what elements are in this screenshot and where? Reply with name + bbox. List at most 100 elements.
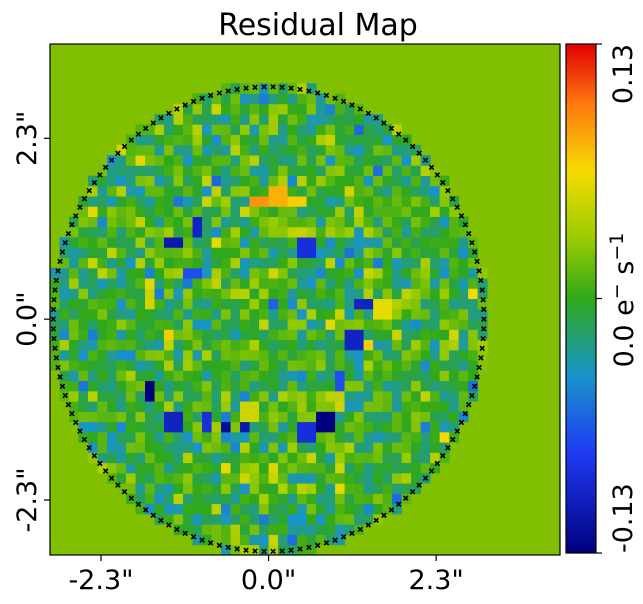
residual-cell xyxy=(297,390,307,402)
mask-marker xyxy=(306,544,312,551)
residual-cell xyxy=(249,298,260,310)
residual-cell xyxy=(392,165,403,176)
residual-cell xyxy=(439,308,450,320)
residual-cell xyxy=(392,329,403,341)
mask-marker xyxy=(270,84,276,90)
residual-cell xyxy=(287,114,298,125)
residual-cell xyxy=(354,319,364,330)
residual-cell xyxy=(145,431,155,443)
residual-cell xyxy=(230,124,241,135)
residual-cell xyxy=(173,380,184,392)
residual-cell xyxy=(240,288,250,300)
residual-cell xyxy=(221,93,231,105)
residual-cell xyxy=(173,411,184,423)
residual-cell xyxy=(154,431,165,443)
residual-cell xyxy=(316,329,326,341)
residual-cell xyxy=(221,206,231,218)
residual-cell xyxy=(107,226,117,238)
residual-cell xyxy=(430,329,441,341)
residual-cell xyxy=(411,165,422,176)
residual-cell xyxy=(154,267,165,279)
residual-cell xyxy=(126,360,136,371)
residual-cell xyxy=(278,298,288,310)
residual-cell xyxy=(316,390,326,402)
residual-cell xyxy=(316,298,326,310)
mask-marker xyxy=(279,548,285,554)
mask-marker xyxy=(91,452,98,459)
residual-cell xyxy=(202,308,212,320)
residual-cell xyxy=(287,483,298,494)
residual-cell xyxy=(354,349,364,361)
residual-cell xyxy=(211,329,222,341)
residual-cell xyxy=(230,370,241,382)
residual-cell xyxy=(183,103,193,115)
residual-cell xyxy=(477,339,488,351)
residual-cell xyxy=(392,360,403,371)
residual-cell xyxy=(202,431,212,443)
residual-cell xyxy=(297,380,307,392)
residual-cell xyxy=(401,472,412,484)
residual-cell xyxy=(259,380,269,392)
residual-cell xyxy=(335,319,345,330)
residual-cell xyxy=(278,349,288,361)
residual-cell xyxy=(173,134,184,146)
residual-cell xyxy=(107,431,117,443)
residual-cell xyxy=(420,226,431,238)
residual-cell xyxy=(116,462,127,474)
residual-cell xyxy=(382,380,393,392)
residual-cell xyxy=(173,339,184,351)
residual-cell xyxy=(335,401,345,412)
plot-area xyxy=(50,44,560,555)
residual-cell xyxy=(344,114,355,125)
residual-cell xyxy=(116,401,127,412)
residual-cell xyxy=(354,134,364,146)
mask-marker xyxy=(449,436,456,443)
residual-cell xyxy=(401,339,412,351)
residual-cell xyxy=(221,380,231,392)
residual-cell xyxy=(154,155,165,166)
residual-cell xyxy=(344,134,355,146)
residual-cell xyxy=(50,267,60,279)
residual-cell xyxy=(164,247,174,259)
residual-cell xyxy=(173,513,184,525)
residual-cell xyxy=(306,431,317,443)
residual-cell xyxy=(88,247,98,259)
residual-cell xyxy=(145,411,155,423)
residual-cell xyxy=(335,155,345,166)
residual-cell xyxy=(306,503,317,515)
residual-cell xyxy=(221,165,231,176)
residual-cell xyxy=(154,144,165,156)
residual-cell xyxy=(382,329,393,341)
residual-cell xyxy=(259,401,269,412)
residual-cell xyxy=(354,247,364,259)
residual-cell xyxy=(354,401,364,412)
residual-cell xyxy=(202,380,212,392)
residual-cell xyxy=(249,134,260,146)
mask-marker xyxy=(270,548,276,555)
residual-cell xyxy=(278,216,288,228)
mask-marker xyxy=(462,410,469,417)
residual-cell xyxy=(449,206,460,218)
residual-cell xyxy=(230,503,241,515)
residual-cell xyxy=(88,411,98,423)
residual-cell xyxy=(59,288,70,300)
residual-cell xyxy=(126,257,136,269)
residual-cell xyxy=(439,247,450,259)
residual-cell xyxy=(164,226,174,238)
residual-cell xyxy=(344,493,355,505)
residual-cell xyxy=(268,411,279,423)
residual-cell xyxy=(325,452,336,464)
residual-cell xyxy=(249,442,260,453)
mask-marker xyxy=(86,444,93,451)
residual-cell xyxy=(287,401,298,412)
residual-cell xyxy=(78,411,89,423)
residual-cell xyxy=(268,442,279,453)
residual-cell xyxy=(154,319,165,330)
residual-cell xyxy=(78,237,89,248)
residual-cell xyxy=(202,278,212,289)
residual-cell xyxy=(211,380,222,392)
residual-cell xyxy=(211,462,222,474)
residual-cell xyxy=(411,380,422,392)
residual-cell xyxy=(126,165,136,176)
residual-cell xyxy=(306,390,317,402)
